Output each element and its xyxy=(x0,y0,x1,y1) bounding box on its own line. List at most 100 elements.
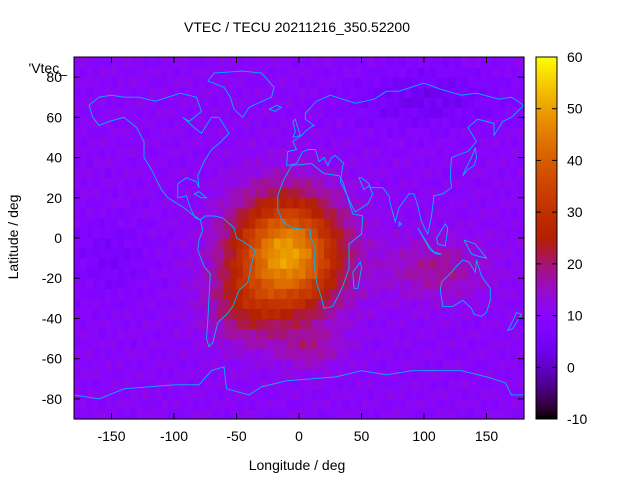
heatmap-cell xyxy=(430,338,438,350)
heatmap-cell xyxy=(480,328,488,340)
heatmap-cell xyxy=(311,358,319,370)
y-tick-label: 80 xyxy=(46,69,62,85)
heatmap-cell xyxy=(486,348,494,360)
heatmap-cell xyxy=(186,278,194,289)
heatmap-cell xyxy=(436,57,444,68)
heatmap-cell xyxy=(80,137,88,149)
heatmap-cell xyxy=(417,67,425,78)
heatmap-cell xyxy=(255,87,263,98)
heatmap-cell xyxy=(199,107,206,118)
heatmap-cell xyxy=(167,238,175,249)
heatmap-cell xyxy=(74,227,81,239)
heatmap-cell xyxy=(117,308,125,320)
heatmap-cell xyxy=(217,137,225,149)
heatmap-cell xyxy=(274,57,281,68)
heatmap-cell xyxy=(317,107,325,118)
heatmap-cell xyxy=(430,328,438,340)
heatmap-cell xyxy=(205,107,213,118)
heatmap-cell xyxy=(86,87,94,98)
heatmap-cell xyxy=(405,338,413,350)
heatmap-cell xyxy=(92,268,100,279)
heatmap-cell xyxy=(292,328,300,340)
heatmap-cell xyxy=(92,137,100,149)
heatmap-cell xyxy=(480,157,488,169)
heatmap-cell xyxy=(192,57,200,68)
heatmap-cell xyxy=(305,368,313,380)
heatmap-cell xyxy=(355,177,363,189)
heatmap-cell xyxy=(492,217,500,229)
heatmap-cell xyxy=(255,147,263,159)
heatmap-cell xyxy=(342,147,350,159)
heatmap-cell xyxy=(399,117,406,128)
heatmap-cell xyxy=(286,147,294,159)
heatmap-cell xyxy=(236,338,244,350)
heatmap-cell xyxy=(155,268,163,279)
heatmap-cell xyxy=(386,408,394,420)
heatmap-cell xyxy=(324,57,331,68)
heatmap-cell xyxy=(180,217,188,229)
heatmap-cell xyxy=(474,227,481,239)
coastline xyxy=(193,191,208,199)
heatmap-cell xyxy=(292,137,300,149)
heatmap-cell xyxy=(349,318,356,330)
heatmap-cell xyxy=(455,408,463,420)
heatmap-cell xyxy=(105,207,113,219)
heatmap-cell xyxy=(161,378,169,390)
heatmap-cell xyxy=(386,77,394,88)
heatmap-cell xyxy=(211,288,219,299)
heatmap-cell xyxy=(467,117,475,128)
heatmap-cell xyxy=(399,398,406,410)
heatmap-cell xyxy=(449,248,456,259)
heatmap-cell xyxy=(299,137,306,149)
heatmap-cell xyxy=(111,378,119,390)
heatmap-cell xyxy=(324,177,331,189)
heatmap-cell xyxy=(167,207,175,219)
heatmap-cell xyxy=(92,398,100,410)
heatmap-cell xyxy=(411,378,419,390)
heatmap-cell xyxy=(99,298,106,309)
heatmap-cell xyxy=(149,308,156,320)
heatmap-cell xyxy=(317,57,325,68)
legend-entry: 'Vtec_ xyxy=(29,60,68,76)
heatmap-cell xyxy=(480,408,488,420)
heatmap-cell xyxy=(517,187,525,199)
y-tick-label: -20 xyxy=(42,270,62,286)
heatmap-cell xyxy=(424,348,431,360)
heatmap-cell xyxy=(505,67,513,78)
heatmap-cell xyxy=(155,117,163,128)
heatmap-cell xyxy=(405,248,413,259)
heatmap-cell xyxy=(280,408,288,420)
heatmap-cell xyxy=(105,77,113,88)
heatmap-cell xyxy=(411,177,419,189)
heatmap-cell xyxy=(386,358,394,370)
heatmap-cell xyxy=(80,318,88,330)
coastline xyxy=(352,261,362,289)
heatmap-cell xyxy=(255,137,263,149)
heatmap-cell xyxy=(442,227,450,239)
heatmap-cell xyxy=(342,348,350,360)
heatmap-cell xyxy=(249,107,256,118)
heatmap-cell xyxy=(517,358,525,370)
heatmap-cell xyxy=(380,137,388,149)
x-tick-label: 100 xyxy=(412,428,436,444)
heatmap-cell xyxy=(505,368,513,380)
heatmap-cell xyxy=(336,167,344,179)
heatmap-cell xyxy=(199,378,206,390)
heatmap-cell xyxy=(74,137,81,149)
heatmap-cell xyxy=(186,227,194,239)
heatmap-cell xyxy=(361,77,369,88)
heatmap-cell xyxy=(217,87,225,98)
heatmap-cell xyxy=(511,408,519,420)
heatmap-cell xyxy=(199,187,206,199)
heatmap-cell xyxy=(492,298,500,309)
heatmap-cell xyxy=(211,368,219,380)
heatmap-cell xyxy=(99,107,106,118)
heatmap-cell xyxy=(205,338,213,350)
heatmap-cell xyxy=(105,127,113,139)
heatmap-cell xyxy=(280,107,288,118)
heatmap-cell xyxy=(355,378,363,390)
heatmap-cell xyxy=(286,318,294,330)
heatmap-cell xyxy=(374,57,381,68)
heatmap-cell xyxy=(455,288,463,299)
heatmap-cell xyxy=(424,97,431,108)
